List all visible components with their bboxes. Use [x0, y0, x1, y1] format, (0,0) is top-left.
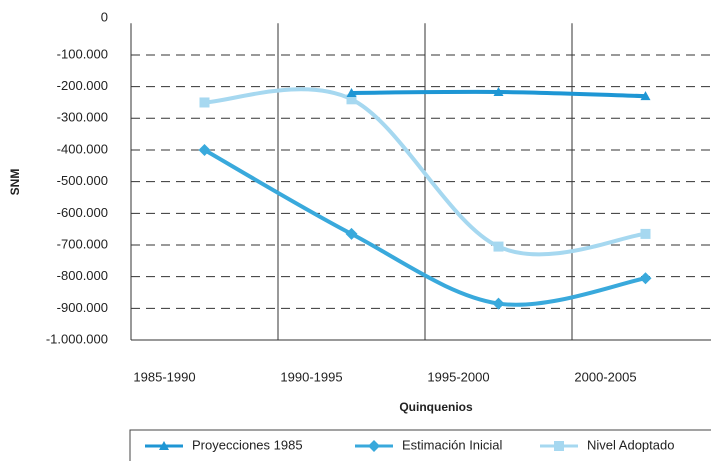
x-axis-label: Quinquenios: [399, 400, 473, 414]
y-tick-label: -300.000: [57, 110, 108, 125]
y-axis-label: SNM: [8, 169, 22, 196]
marker: [492, 297, 505, 310]
y-tick-label: -500.000: [57, 173, 108, 188]
y-tick-label: -400.000: [57, 141, 108, 156]
marker: [345, 227, 358, 240]
marker: [639, 272, 652, 285]
marker: [640, 91, 651, 101]
x-tick-label: 1995-2000: [427, 369, 489, 384]
marker: [493, 241, 504, 252]
marker: [346, 94, 357, 105]
series-line: [204, 87, 646, 257]
y-tick-label: -800.000: [57, 268, 108, 283]
legend-label: Estimación Inicial: [402, 437, 503, 452]
y-tick-label: -900.000: [57, 300, 108, 315]
legend-box: [129, 429, 711, 461]
y-tick-label: -700.000: [57, 236, 108, 251]
y-tick-label: -1.000.000: [46, 331, 108, 346]
x-tick-label: 1990-1995: [280, 369, 342, 384]
marker: [346, 87, 357, 97]
legend-label: Nivel Adoptado: [587, 437, 674, 452]
x-tick-label: 2000-2005: [574, 369, 636, 384]
marker: [554, 441, 564, 451]
y-tick-label: -200.000: [57, 78, 108, 93]
marker: [640, 228, 651, 239]
marker: [198, 143, 211, 156]
y-tick-label: 0: [101, 10, 108, 25]
marker: [159, 441, 169, 450]
y-tick-label: -100.000: [57, 46, 108, 61]
series-line: [203, 148, 646, 307]
x-tick-label: 1985-1990: [133, 369, 195, 384]
marker: [368, 440, 380, 452]
y-tick-label: -600.000: [57, 205, 108, 220]
marker: [493, 87, 504, 97]
marker: [199, 97, 210, 108]
legend-label: Proyecciones 1985: [192, 437, 303, 452]
